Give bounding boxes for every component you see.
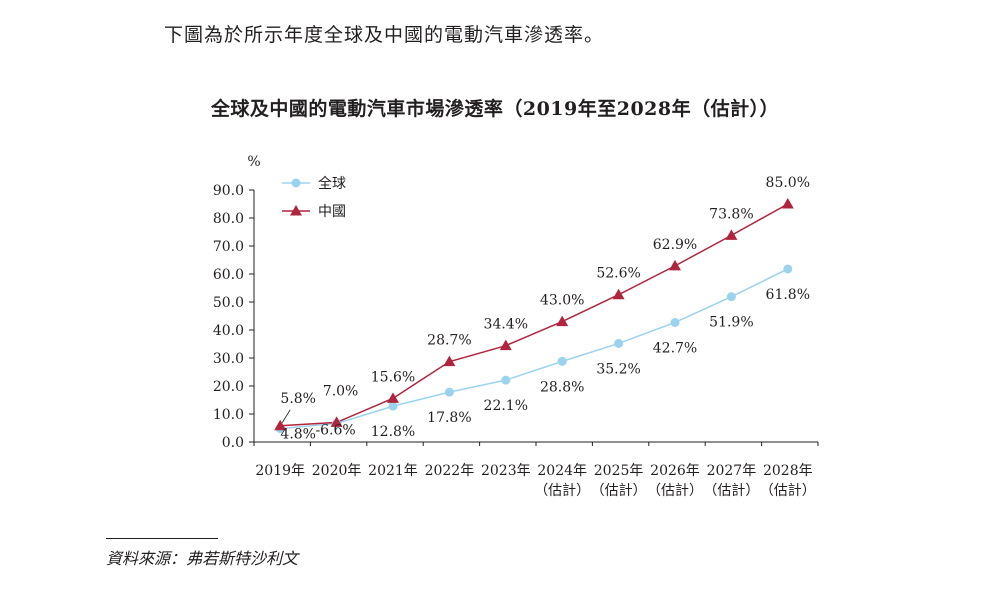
data-point: [444, 387, 454, 397]
data-label-china: 28.7%: [427, 333, 471, 349]
y-tick-label: 10.0: [213, 407, 244, 423]
data-point: [783, 264, 793, 274]
y-tick-label: 40.0: [213, 323, 244, 339]
x-tick-label: 2021年: [368, 463, 418, 479]
data-point: [557, 356, 567, 366]
data-point: [725, 229, 738, 240]
y-tick-label: 20.0: [213, 379, 244, 395]
data-point: [443, 355, 456, 367]
x-tick-note: （估計）: [534, 483, 590, 499]
data-label-china: 85.0%: [766, 175, 810, 191]
data-label-china: 5.8%: [280, 391, 316, 407]
data-label-global: -6.6%: [315, 423, 355, 439]
source-divider: [106, 538, 218, 539]
data-point: [670, 317, 680, 327]
data-point: [726, 292, 736, 302]
chart-title: 全球及中國的電動汽車市場滲透率（2019年至2028年（估計））: [210, 98, 780, 120]
data-label-global: 12.8%: [371, 424, 415, 440]
series-lines: [280, 203, 789, 430]
data-label-global: 42.7%: [653, 340, 697, 356]
data-label-global: 22.1%: [484, 398, 528, 414]
legend-marker-circle-icon: [291, 178, 301, 188]
legend-label: 全球: [318, 175, 346, 192]
x-tick-note: （估計）: [760, 483, 816, 499]
series-markers: [274, 198, 794, 434]
y-tick-label: 50.0: [213, 295, 244, 311]
legend-label: 中國: [318, 204, 346, 220]
data-point: [501, 375, 511, 385]
intro-text: 下圖為於所示年度全球及中國的電動汽車滲透率。: [164, 24, 605, 46]
y-tick-label: 80.0: [213, 211, 244, 227]
y-tick-label: 70.0: [213, 239, 244, 255]
data-label-global: 61.8%: [766, 287, 810, 303]
source-text: 資料來源：弗若斯特沙利文: [106, 549, 299, 568]
data-point: [612, 288, 625, 300]
y-tick-label: 0.0: [222, 435, 244, 451]
data-point: [556, 315, 569, 327]
data-label-global: 51.9%: [709, 315, 753, 331]
x-tick-label: 2026年: [650, 463, 700, 479]
data-point: [330, 416, 343, 427]
data-label-china: 34.4%: [484, 317, 528, 333]
x-tick-note: （估計）: [703, 483, 759, 499]
data-label-china: 7.0%: [323, 383, 359, 399]
x-tick-label: 2025年: [594, 463, 644, 479]
x-tick-label: 2028年: [763, 463, 813, 479]
series-line-1: [280, 203, 789, 427]
data-label-china: 52.6%: [596, 266, 640, 282]
data-label-china: 62.9%: [653, 237, 697, 253]
series-line-0: [280, 268, 789, 430]
x-tick-label: 2023年: [481, 463, 531, 479]
x-tick-label: 2020年: [312, 463, 362, 479]
data-label-china: 43.0%: [540, 293, 584, 309]
y-tick-label: 60.0: [213, 267, 244, 283]
x-tick-note: （估計）: [647, 483, 703, 499]
data-point: [274, 419, 287, 431]
x-tick-label: 2022年: [425, 463, 475, 479]
x-tick-note: （估計）: [591, 483, 647, 499]
data-point: [387, 392, 399, 403]
axes: 0.0 10.0 20.0 30.0 40.0 50.0 60.0 70.0 80.0 90.0%…: [213, 154, 819, 499]
x-tick-label: 2024年: [537, 463, 587, 479]
data-labels: 5.8% 7.0% 15.6% 28.7% 34.4% 43.0% 52.6% 62.9% 73…: [280, 175, 810, 443]
data-point: [781, 198, 794, 209]
y-tick-label: 90.0: [213, 183, 244, 199]
data-point: [614, 338, 624, 348]
y-axis-unit: %: [247, 154, 260, 170]
data-label-china: 73.8%: [709, 206, 753, 222]
label-leader-line: [281, 409, 291, 423]
data-label-china: 15.6%: [371, 369, 415, 385]
x-tick-label: 2019年: [255, 463, 305, 479]
data-point: [499, 339, 512, 351]
data-label-global: 4.8%: [280, 427, 316, 443]
data-label-global: 17.8%: [427, 410, 471, 426]
data-point: [388, 401, 398, 411]
legend-marker-triangle-icon: [290, 205, 302, 216]
data-label-global: 28.8%: [540, 379, 584, 395]
x-tick-label: 2027年: [707, 463, 757, 479]
data-point: [669, 259, 681, 271]
data-label-global: 35.2%: [596, 361, 640, 377]
y-tick-label: 30.0: [213, 351, 244, 367]
